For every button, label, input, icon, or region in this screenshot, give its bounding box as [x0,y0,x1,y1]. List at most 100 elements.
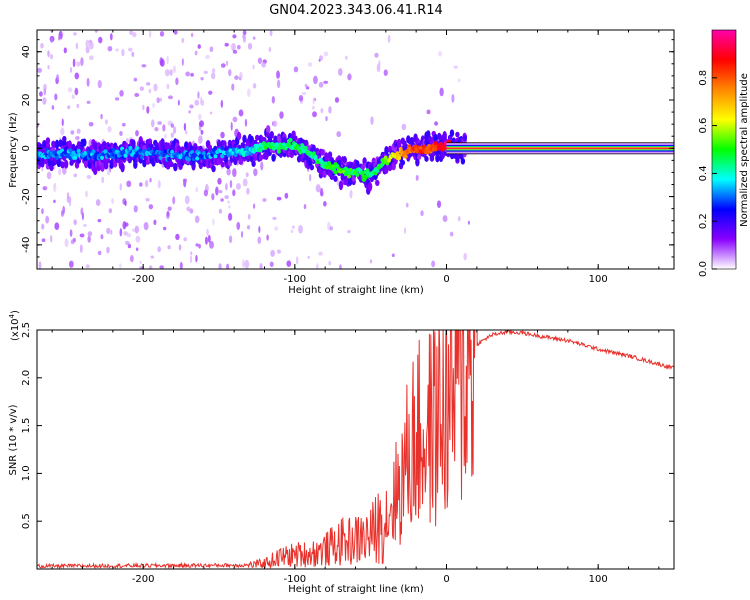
heatmap-noise [133,77,138,82]
heatmap-noise [50,235,53,243]
heatmap-noise [339,264,342,269]
heatmap-noise [323,51,329,57]
heatmap-noise [148,265,153,269]
y-tick-label: 2.5 [21,322,32,338]
heatmap-noise [224,195,229,199]
heatmap-noise [106,246,110,254]
heatmap-band [400,159,406,166]
heatmap-noise [220,198,224,202]
heatmap-noise [125,240,130,245]
heatmap-noise [134,225,140,234]
heatmap-noise [79,244,83,253]
heatmap-noise [218,263,222,269]
heatmap-noise [347,73,352,81]
heatmap-band [58,139,63,148]
heatmap-ridge [163,149,168,154]
heatmap-noise [197,91,200,99]
heatmap-ridge [121,149,126,154]
heatmap-noise [276,79,281,89]
heatmap-noise [129,254,134,263]
heatmap-noise [195,254,198,263]
heatmap-noise [110,229,113,235]
heatmap-noise [60,127,65,136]
heatmap-ridge [128,145,133,151]
heatmap-noise [128,47,133,52]
heatmap-noise [47,50,50,58]
heatmap-noise [87,231,93,237]
x-tick-label: 100 [589,574,608,585]
heatmap-band [105,157,111,164]
heatmap-band [271,154,276,162]
heatmap-noise [253,203,256,209]
heatmap-noise [53,199,56,204]
heatmap-noise [200,77,204,81]
heatmap-noise [442,215,448,223]
colorbar-tick-label: 0.2 [698,213,709,229]
heatmap-noise [370,116,374,125]
heatmap-noise [166,83,170,90]
heatmap-noise [207,234,211,243]
heatmap-ridge [365,168,370,173]
heatmap-noise [181,58,184,66]
heatmap-noise [146,82,151,86]
heatmap-noise [307,62,313,67]
heatmap-noise [166,55,169,65]
heatmap-noise [97,218,102,223]
heatmap-noise [183,237,187,242]
heatmap-band [236,131,242,141]
heatmap-noise [232,34,237,39]
heatmap-band [324,152,329,161]
heatmap-noise [66,192,70,199]
heatmap-noise [170,123,174,128]
heatmap-band [133,160,138,169]
x-tick-label: -200 [132,274,155,285]
heatmap-noise [323,80,329,84]
heatmap-noise [290,229,294,233]
heatmap-noise [269,30,273,37]
heatmap-noise [134,92,140,98]
colorbar-tick-label: 0.8 [698,70,709,86]
heatmap-noise [38,261,42,269]
snr-multiplier-exp: 4 [8,313,16,318]
heatmap-noise [312,97,315,105]
heatmap-ridge [186,157,191,162]
heatmap-noise [190,72,194,77]
heatmap-noise [463,252,467,261]
heatmap-noise [72,237,76,243]
heatmap-noise [132,32,137,38]
heatmap-noise [126,180,132,188]
heatmap-noise [319,187,324,197]
heatmap-noise [301,92,307,96]
heatmap-ridge [303,146,308,151]
heatmap-band [455,131,460,138]
heatmap-noise [269,261,274,268]
heatmap-ridge [383,155,388,161]
heatmap-band [409,136,415,145]
heatmap-noise [276,196,282,201]
spectrogram-ylabel: Frequency (Hz) [8,112,19,188]
heatmap-band [435,154,440,163]
heatmap-band [322,170,327,178]
heatmap-ridge [220,145,225,151]
heatmap-noise [88,122,94,127]
colorbar-tick-label: 0.0 [698,261,709,277]
heatmap-noise [404,227,407,234]
heatmap-noise [148,30,152,38]
heatmap-noise [240,230,244,238]
heatmap-band [367,181,373,192]
heatmap-noise [75,136,80,140]
heatmap-noise [97,250,102,256]
heatmap-band [222,140,227,148]
heatmap-noise [260,161,264,171]
heatmap-noise [42,186,48,191]
colorbar-label: Normalized spectral amplitude [739,73,750,227]
heatmap-band [120,162,125,173]
heatmap-noise [85,190,88,198]
colorbar-gradient [712,30,736,269]
heatmap-noise [329,226,333,231]
heatmap-noise [242,178,248,187]
heatmap-noise [232,168,237,178]
heatmap-noise [258,225,261,234]
heatmap-ridge [100,155,105,160]
